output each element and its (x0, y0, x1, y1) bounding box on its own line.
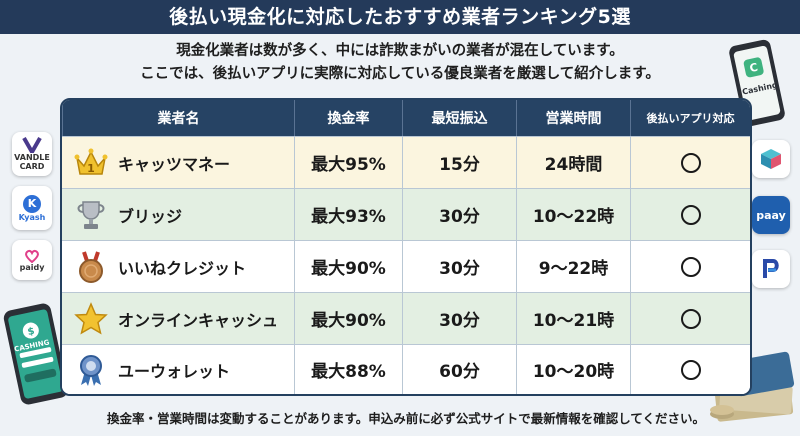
disclaimer-note: 換金率・営業時間は変動することがあります。申込み前に必ず公式サイトで最新情報を確… (106, 411, 705, 426)
supported-circle-icon (680, 256, 701, 277)
intro-line-1: 現金化業者は数が多く、中には詐欺まがいの業者が混在しています。 (176, 43, 624, 59)
hours-cell: 10〜21時 (516, 293, 630, 344)
cube-icon (761, 149, 781, 169)
rate-cell: 最大90% (294, 241, 402, 292)
app-support-cell (630, 189, 750, 240)
name-cell: いいねクレジット (62, 241, 294, 292)
paidy-heart-icon (25, 249, 39, 263)
gold-star-icon (74, 301, 108, 335)
paay-label: paay (756, 208, 786, 222)
intro-text: 現金化業者は数が多く、中には詐欺まがいの業者が混在しています。 ここでは、後払い… (90, 40, 710, 86)
svg-text:1: 1 (87, 162, 95, 175)
table-row: 1 キャッツマネー 最大95% 15分 24時間 (62, 136, 750, 188)
min-transfer-cell: 30分 (402, 241, 516, 292)
paypay-logo (752, 250, 790, 288)
supported-circle-icon (680, 359, 701, 380)
header-rate: 換金率 (294, 100, 402, 136)
vendor-name: ブリッジ (118, 206, 183, 226)
min-transfer-cell: 60分 (402, 345, 516, 394)
rate-cell: 最大88% (294, 345, 402, 394)
vandle-line1: VANDLE (14, 153, 50, 162)
kyash-k-icon: K (23, 194, 41, 213)
header-app-support: 後払いアプリ対応 (630, 100, 750, 136)
vendor-name: キャッツマネー (118, 154, 231, 174)
hours-cell: 9〜22時 (516, 241, 630, 292)
intro-line-2: ここでは、後払いアプリに実際に対応している優良業者を厳選して紹介します。 (140, 66, 660, 82)
cube-app-logo (752, 140, 790, 178)
table-row: オンラインキャッシュ 最大90% 30分 10〜21時 (62, 292, 750, 344)
header-min-transfer: 最短振込 (402, 100, 516, 136)
svg-text:C: C (748, 61, 759, 75)
vandle-card-logo: VANDLE CARD (12, 132, 52, 176)
supported-circle-icon (680, 152, 701, 173)
header-name: 業者名 (62, 100, 294, 136)
table-row: いいねクレジット 最大90% 30分 9〜22時 (62, 240, 750, 292)
supported-circle-icon (680, 204, 701, 225)
name-cell: 1 キャッツマネー (62, 137, 294, 188)
header-hours: 営業時間 (516, 100, 630, 136)
rate-cell: 最大95% (294, 137, 402, 188)
paidy-label: paidy (19, 262, 45, 272)
name-cell: ユーウォレット (62, 345, 294, 394)
paay-logo: paay (752, 196, 790, 234)
table-row: ブリッジ 最大93% 30分 10〜22時 (62, 188, 750, 240)
kyash-label: Kyash (18, 212, 46, 222)
cashing-phone-left-icon: $ (3, 303, 68, 405)
svg-text:$: $ (27, 326, 36, 338)
vendor-name: オンラインキャッシュ (118, 310, 279, 330)
min-transfer-cell: 15分 (402, 137, 516, 188)
gold-crown-icon: 1 (74, 148, 108, 175)
vendor-name: ユーウォレット (118, 361, 231, 381)
rate-cell: 最大90% (294, 293, 402, 344)
table-row: ユーウォレット 最大88% 60分 10〜20時 (62, 344, 750, 394)
rate-cell: 最大93% (294, 189, 402, 240)
bronze-medal-icon (79, 250, 103, 283)
app-support-cell (630, 293, 750, 344)
page-title: 後払い現金化に対応したおすすめ業者ランキング5選 (0, 0, 800, 34)
vandle-line2: CARD (19, 162, 45, 171)
supported-circle-icon (680, 308, 701, 329)
name-cell: ブリッジ (62, 189, 294, 240)
vandle-v-icon (22, 137, 42, 153)
min-transfer-cell: 30分 (402, 293, 516, 344)
vendor-name: いいねクレジット (118, 258, 247, 278)
paypay-p-icon (763, 259, 779, 278)
blue-ribbon-icon (80, 354, 102, 386)
app-support-cell (630, 345, 750, 394)
hours-cell: 10〜22時 (516, 189, 630, 240)
min-transfer-cell: 30分 (402, 189, 516, 240)
app-support-cell (630, 241, 750, 292)
hours-cell: 10〜20時 (516, 345, 630, 394)
app-support-cell (630, 137, 750, 188)
ranking-table: 業者名 換金率 最短振込 営業時間 後払いアプリ対応 1 キャッツマネー 最大9… (60, 98, 752, 396)
silver-trophy-icon (77, 200, 105, 229)
kyash-logo: K Kyash (12, 186, 52, 230)
paidy-logo: paidy (12, 240, 52, 280)
table-header-row: 業者名 換金率 最短振込 営業時間 後払いアプリ対応 (62, 100, 750, 136)
name-cell: オンラインキャッシュ (62, 293, 294, 344)
hours-cell: 24時間 (516, 137, 630, 188)
